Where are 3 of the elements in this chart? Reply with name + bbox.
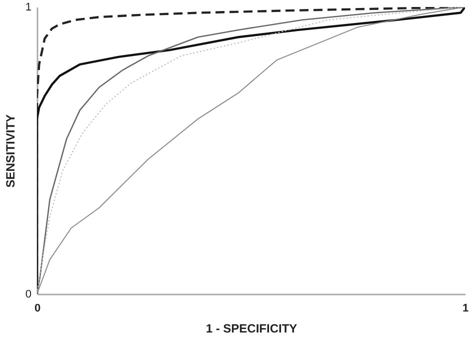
x-axis-title: 1 - SPECIFICITY	[206, 322, 298, 336]
line-series	[37, 7, 465, 294]
y-axis-title: SENSITIVITY	[3, 114, 18, 188]
